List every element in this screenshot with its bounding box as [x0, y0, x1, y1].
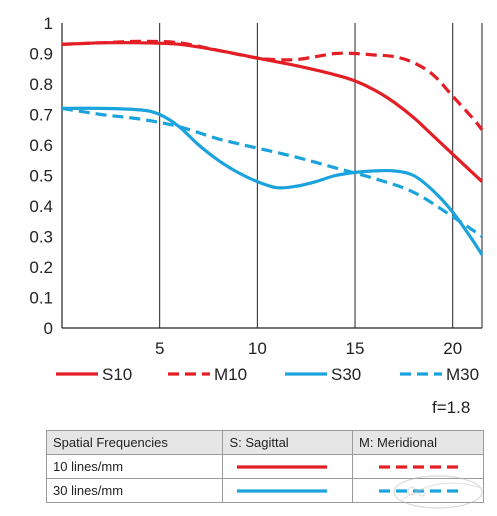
y-tick-label: 0.1: [29, 289, 53, 308]
header-meridional: M: Meridional: [352, 430, 484, 455]
sagittal-10-swatch: [237, 464, 328, 469]
y-tick-label: 0.7: [29, 106, 53, 125]
x-tick-label: 20: [443, 339, 462, 358]
sagittal-30-swatch: [237, 488, 328, 493]
chart-legend: S10 M10 S30 M30: [56, 365, 479, 384]
meridional-10-swatch-cell: [352, 454, 484, 479]
series-layer: [61, 39, 484, 256]
x-tick-label: 15: [346, 339, 365, 358]
legend-label-m30: M30: [446, 365, 479, 384]
y-tick-label: 0.3: [29, 228, 53, 247]
sagittal-30-swatch-cell: [222, 478, 353, 503]
plot-frame: [61, 23, 483, 329]
x-tick-labels: 5 10 15 20: [155, 339, 462, 358]
series-line-s10: [61, 41, 484, 183]
legend-label-s30: S30: [331, 365, 361, 384]
aperture-annotation: f=1.8: [432, 398, 471, 417]
y-tick-label: 1: [44, 14, 53, 33]
line-key-table: Spatial Frequencies S: Sagittal M: Merid…: [45, 430, 484, 503]
legend-label-s10: S10: [102, 365, 132, 384]
header-sagittal: S: Sagittal: [222, 430, 353, 455]
row-label-30: 30 lines/mm: [45, 478, 224, 503]
meridional-30-swatch: [379, 488, 459, 493]
chart-grid: [159, 23, 454, 328]
y-tick-label: 0: [44, 319, 53, 338]
y-tick-label: 0.5: [29, 167, 53, 186]
y-tick-label: 0.2: [29, 258, 53, 277]
series-line-m30: [61, 106, 483, 238]
y-tick-label: 0.8: [29, 75, 53, 94]
header-spatial-frequencies: Spatial Frequencies: [45, 430, 224, 455]
row-label-10: 10 lines/mm: [45, 454, 224, 479]
key-table-header: Spatial Frequencies S: Sagittal M: Merid…: [45, 430, 484, 455]
legend-label-m10: M10: [214, 365, 247, 384]
key-table-row: 30 lines/mm: [45, 478, 484, 503]
sagittal-10-swatch-cell: [222, 454, 353, 479]
y-tick-label: 0.4: [29, 197, 53, 216]
y-tick-label: 0.9: [29, 45, 53, 64]
meridional-30-swatch-cell: [352, 478, 484, 503]
key-table-row: 10 lines/mm: [45, 454, 484, 479]
series-line-m10: [61, 39, 484, 131]
y-tick-labels: 0 0.1 0.2 0.3 0.4 0.5 0.6 0.7 0.8 0.9 1: [29, 14, 53, 338]
x-tick-label: 5: [155, 339, 164, 358]
meridional-10-swatch: [379, 464, 459, 469]
series-line-s30: [61, 106, 484, 256]
y-tick-label: 0.6: [29, 136, 53, 155]
x-tick-label: 10: [248, 339, 267, 358]
mtf-chart: 5 10 15 20 0 0.1 0.2 0.3 0.4 0.5 0.6 0.7 0.8 0.9 1 S1…: [29, 14, 484, 384]
